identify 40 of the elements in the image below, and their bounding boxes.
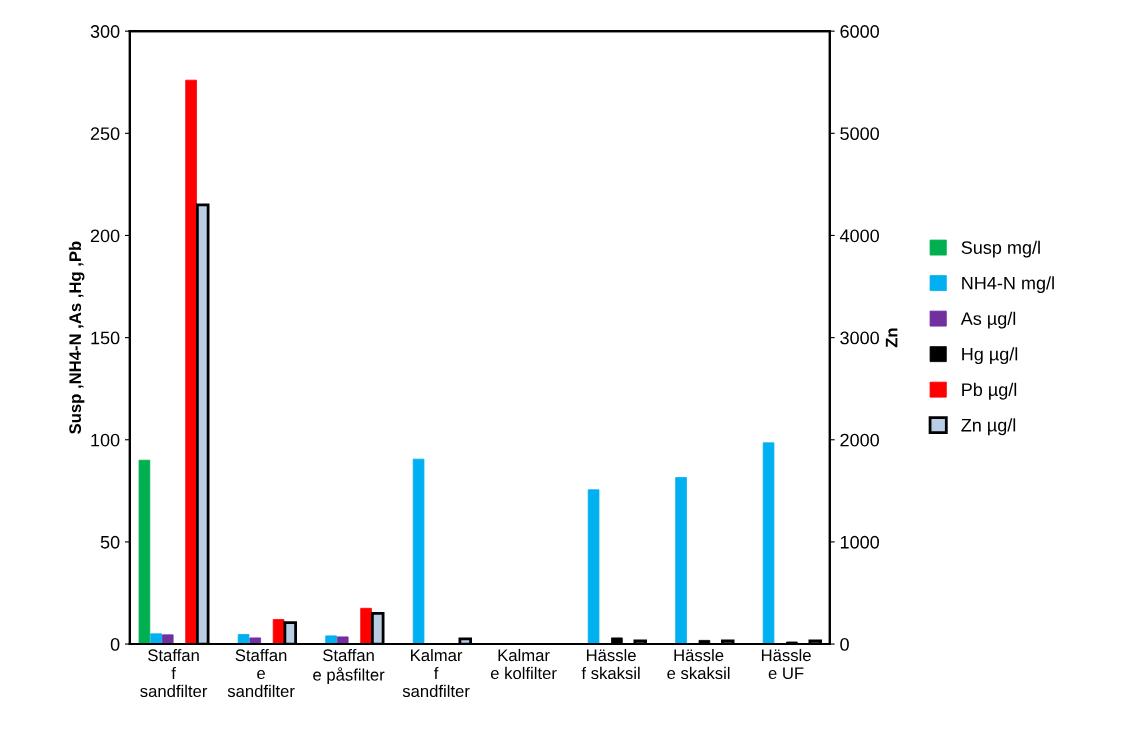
y-axis-title: Susp ,NH4-N ,As ,Hg ,Pb [68,241,85,434]
y-tick-label: 250 [90,127,120,141]
bar [150,633,162,645]
bar [249,637,262,645]
y2-tick-label: 6000 [840,25,879,38]
bar [161,634,174,645]
y-tick-label: 50 [100,535,120,549]
bar [587,489,600,645]
bar [138,459,151,645]
y2-tick-label: 3000 [840,331,879,345]
x-tick-label: Hässle e skaksil [667,648,730,680]
y-tick-label: 300 [90,25,120,38]
bar [412,458,425,645]
legend-label: As µg/l [960,311,1016,329]
y2-axis-title: Zn [885,328,898,348]
x-tick-label: Kalmar e kolfilter [490,648,557,680]
y2-tick-label: 0 [840,637,849,651]
legend-label: Susp mg/l [961,240,1040,258]
x-tick-label: Kalmar f sandfilter [402,648,470,698]
y2-tick-label: 5000 [840,127,879,141]
y2-tick-label: 4000 [839,229,879,243]
y-tick-label: 0 [110,637,120,651]
legend-label: Zn µg/l [961,418,1016,436]
y-tick-label: 200 [90,229,120,243]
x-tick-label: Staffan f sandfilter [140,648,208,698]
x-tick-label: Staffan e påsfilter [313,648,385,685]
x-tick-label: Staffan e sandfilter [227,648,295,698]
y-tick-label: 100 [91,433,120,447]
y2-tick-label: 2000 [840,433,879,447]
legend-label: Pb µg/l [962,382,1017,400]
x-tick-label: Hässle f skaksil [581,648,640,680]
y-tick-label: 150 [91,331,120,345]
bar [762,442,775,645]
bar [675,477,687,645]
y2-tick-label: 1000 [840,535,879,549]
bar [336,636,349,645]
legend-label: Hg µg/l [962,347,1018,365]
legend-label: NH4-N mg/l [962,276,1054,294]
bar [325,635,337,645]
x-tick-label: Hässle e UF [761,648,811,680]
